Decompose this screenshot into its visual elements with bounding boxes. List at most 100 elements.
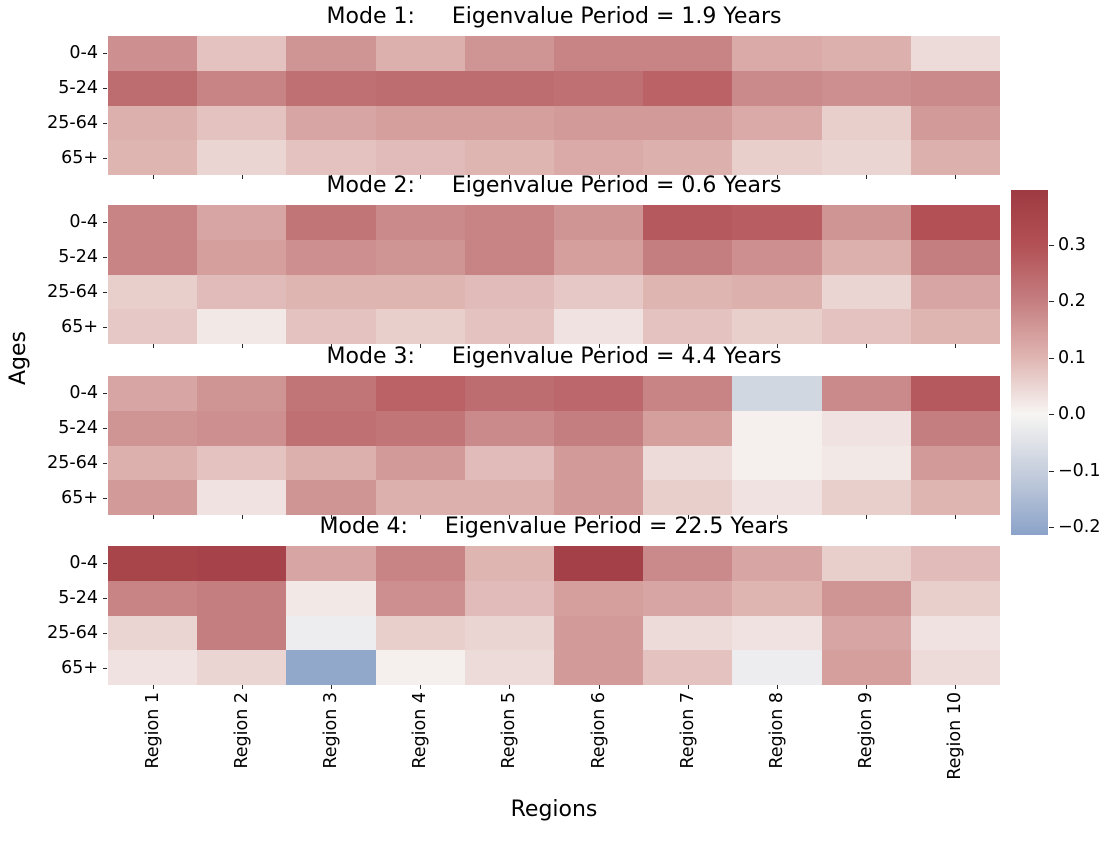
heatmap-cell	[821, 480, 911, 515]
heatmap-cell	[732, 274, 822, 310]
y-tick-mark	[103, 122, 107, 124]
heatmap-mode-1: 0-4 5-24 25-64 65+	[47, 36, 1000, 179]
x-tick-mark	[331, 175, 332, 179]
heatmap-cell	[286, 410, 376, 446]
y-tick-mark	[103, 393, 107, 395]
heatmap-cell	[553, 376, 644, 411]
heatmap-cell	[375, 615, 465, 651]
heatmap-cell	[375, 105, 465, 141]
heatmap-cell	[553, 140, 644, 175]
heatmap-cell	[464, 70, 554, 106]
heatmap-cell	[375, 410, 465, 446]
y-tick-mark	[103, 326, 107, 328]
x-tick-mark	[598, 515, 600, 519]
heatmap-cell	[197, 376, 287, 411]
mode-3-period-label: Eigenvalue Period = 4.4 Years	[451, 344, 782, 369]
mode-4-period-label: Eigenvalue Period = 22.5 Years	[444, 514, 789, 539]
heatmap-cell	[197, 650, 287, 685]
heatmap-cell	[375, 445, 465, 481]
heatmap-cell	[464, 274, 554, 310]
heatmap-cell	[553, 239, 644, 275]
heatmap-cell	[643, 205, 733, 240]
x-tick-mark	[241, 344, 243, 348]
x-tick-label: Region 4	[410, 692, 431, 769]
heatmap-cell	[910, 70, 1000, 106]
x-axis-label: Regions	[510, 797, 598, 822]
y-tick-label: 0-4	[69, 212, 98, 233]
heatmap-cell	[910, 140, 1000, 175]
heatmap-cell	[821, 650, 911, 685]
y-tick-mark	[103, 497, 107, 499]
heatmap-cell	[643, 70, 733, 106]
x-tick-mark	[598, 344, 600, 348]
x-tick-mark	[598, 175, 600, 179]
colorbar-tick-label: 0.0	[1058, 404, 1086, 425]
heatmap-cell	[821, 580, 911, 616]
x-tick-label: Region 3	[321, 692, 341, 769]
x-tick-mark	[152, 344, 154, 348]
colorbar-tick-mark	[1049, 527, 1054, 529]
heatmap-cell	[643, 376, 733, 411]
heatmap-cell	[197, 239, 287, 275]
heatmap-cell	[286, 140, 376, 175]
heatmap-cell	[643, 546, 733, 581]
heatmap-cell	[553, 650, 644, 685]
heatmap-cell	[643, 274, 733, 310]
heatmap-cell	[197, 274, 287, 310]
x-tick-label: Region 8	[767, 692, 787, 769]
heatmap-cell	[108, 410, 198, 446]
colorbar-tick-mark	[1049, 470, 1054, 472]
mode-3-label: Mode 3:	[326, 344, 415, 369]
heatmap-cell	[643, 650, 733, 685]
x-tick-mark	[777, 175, 778, 179]
heatmap-cell	[286, 650, 376, 685]
x-tick-mark	[687, 515, 689, 519]
heatmap-cell	[643, 445, 733, 481]
x-tick-mark	[598, 685, 600, 689]
x-tick-label: Region 10	[945, 692, 966, 780]
heatmap-mode-3: 0-4 5-24 25-64 65+	[47, 376, 1000, 519]
heatmap-cell	[553, 309, 644, 344]
heatmap-cell	[197, 546, 287, 581]
subplot-title-mode-2: Mode 2: Eigenvalue Period = 0.6 Years	[108, 171, 1000, 201]
heatmap-cell	[553, 205, 644, 240]
y-tick-label: 65+	[61, 316, 98, 337]
x-tick-mark	[509, 515, 511, 519]
heatmap-cell	[821, 309, 911, 344]
heatmap-cell	[643, 580, 733, 616]
heatmap-cell	[464, 615, 554, 651]
x-tick-mark	[331, 344, 332, 348]
colorbar-tick-label: 0.3	[1058, 234, 1086, 255]
heatmap-mode-2: 0-4 5-24 25-64 65+	[47, 205, 1000, 348]
heatmap-cell	[821, 546, 911, 581]
heatmap-cell	[197, 70, 287, 106]
heatmap-cell	[732, 70, 822, 106]
heatmap-cell	[286, 309, 376, 344]
heatmap-cell	[197, 480, 287, 515]
heatmap-cell	[821, 376, 911, 411]
heatmap-cell	[910, 615, 1000, 651]
heatmap-cell	[732, 580, 822, 616]
heatmap-cell	[910, 480, 1000, 515]
heatmap-cell	[108, 445, 198, 481]
heatmap-cell	[732, 376, 822, 411]
colorbar-tick-mark	[1049, 357, 1054, 359]
heatmap-cell	[464, 580, 554, 616]
heatmap-cell	[286, 480, 376, 515]
y-axis-label: Ages	[6, 331, 31, 386]
heatmap-cell	[910, 274, 1000, 310]
heatmap-cell	[821, 140, 911, 175]
y-tick-mark	[103, 667, 107, 669]
x-tick-mark	[152, 515, 154, 519]
heatmap-cell	[108, 36, 198, 71]
heatmap-cell	[108, 140, 198, 175]
x-tick-mark	[955, 685, 957, 689]
heatmap-cell	[286, 239, 376, 275]
y-tick-mark	[103, 157, 107, 159]
x-tick-mark	[687, 344, 689, 348]
heatmap-cell	[375, 70, 465, 106]
y-tick-mark	[103, 428, 107, 430]
heatmap-grid	[108, 36, 1000, 175]
heatmap-cell	[732, 36, 822, 71]
heatmap-cell	[375, 480, 465, 515]
